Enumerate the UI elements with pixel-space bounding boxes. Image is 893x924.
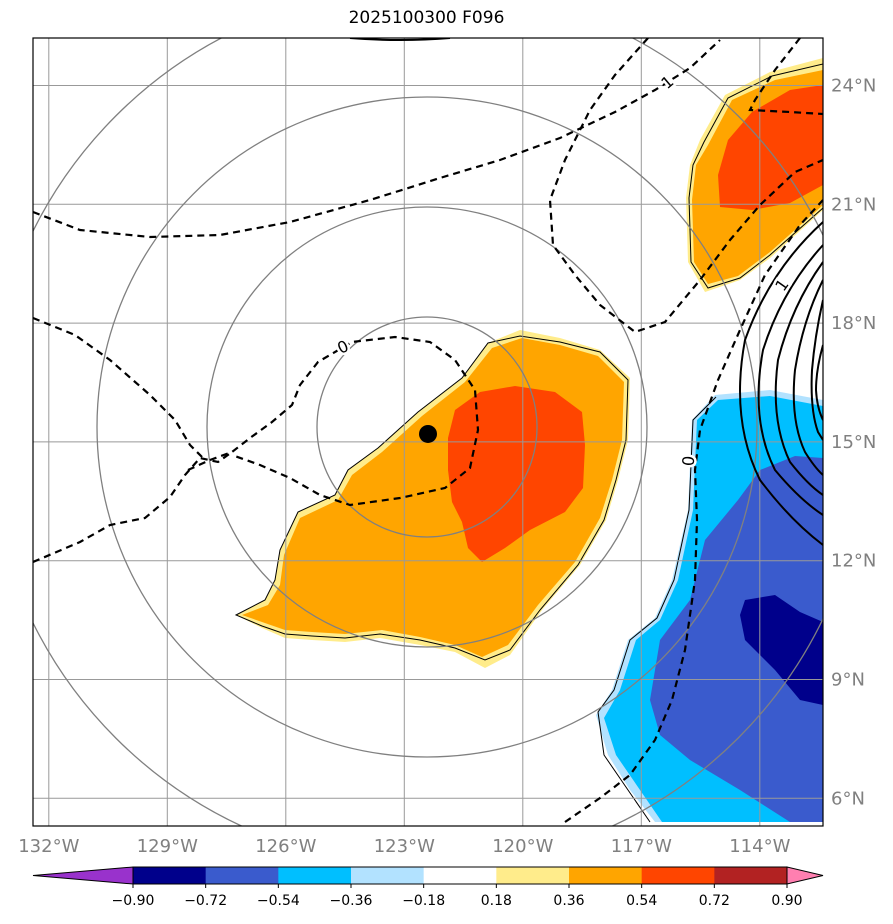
x-tick-label: 117°W: [611, 836, 672, 857]
dashed-contour-northeast: [748, 38, 823, 116]
y-tick-label: 15°N: [831, 432, 876, 453]
colorbar-bin: [641, 867, 715, 884]
colorbar-tick-label: 0.36: [553, 893, 584, 909]
positive-anomaly-west-region: [234, 330, 630, 668]
solid-contour-2: [739, 221, 823, 546]
colorbar-bin: [569, 867, 643, 884]
colorbar-frame: [132, 866, 788, 885]
x-tick-label: 120°W: [492, 836, 553, 857]
solid-contour-1: [349, 38, 451, 41]
x-tick-label: 129°W: [137, 836, 198, 857]
y-tick-label: 9°N: [831, 669, 865, 690]
y-axis-tick-labels: 24°N 21°N 18°N 15°N 12°N 9°N 6°N: [831, 76, 876, 810]
colorbar: [32, 866, 824, 885]
x-tick-label: 126°W: [255, 836, 316, 857]
colorbar-bin: [496, 867, 570, 884]
colorbar-tick-label: 0.72: [699, 893, 730, 909]
solid-contours: [349, 38, 823, 546]
colorbar-extend-low: [32, 866, 134, 885]
y-tick-label: 21°N: [831, 194, 876, 215]
colorbar-tick-label: 0.90: [771, 893, 802, 909]
chart-title: 2025100300 F096: [348, 8, 505, 28]
y-tick-label: 18°N: [831, 313, 876, 334]
dashed-contour-south: [564, 199, 823, 823]
solid-contour-5: [792, 279, 823, 476]
range-ring-3: [96, 96, 758, 758]
colorbar-tick-label: −0.18: [402, 893, 445, 909]
lat-lon-grid: [33, 38, 823, 826]
dashed-contour-north: [33, 39, 721, 239]
plot-frame: [32, 37, 824, 827]
x-tick-label: 114°W: [729, 836, 790, 857]
colorbar-bin: [351, 867, 425, 884]
dashed-contours: [33, 38, 823, 823]
colorbar-tick-label: −0.36: [330, 893, 373, 909]
range-rings: [33, 38, 823, 826]
x-axis-tick-labels: 132°W 129°W 126°W 123°W 120°W 117°W 114°W: [18, 836, 790, 857]
contour-label-0-a: 0: [334, 336, 351, 358]
colorbar-bin: [133, 867, 207, 884]
colorbar-bin: [278, 867, 352, 884]
colorbar-tick-label: 0.18: [481, 893, 512, 909]
zero-contour-closed: [187, 335, 480, 507]
colorbar-tick-label: −0.72: [184, 893, 227, 909]
x-tick-label: 123°W: [374, 836, 435, 857]
y-tick-label: 12°N: [831, 551, 876, 572]
negative-anomaly-east-region: [596, 390, 823, 823]
positive-anomaly-north-region: [686, 58, 823, 292]
dashed-contour-west: [33, 316, 206, 461]
solid-contour-4: [774, 261, 823, 496]
contour-label-1-a: 1: [657, 72, 677, 93]
solid-contour-7: [814, 344, 823, 421]
colorbar-tick-label: −0.90: [112, 893, 155, 909]
dashed-contour-southwest: [33, 451, 233, 564]
contour-label-0-b: 0: [679, 455, 699, 467]
colorbar-tick-label: 0.54: [626, 893, 657, 909]
storm-center-marker: [419, 424, 437, 443]
colorbar-extend-high: [786, 866, 824, 885]
colorbar-bin: [423, 867, 497, 884]
range-ring-1: [316, 316, 538, 538]
colorbar-bin: [205, 867, 279, 884]
solid-contour-3: [757, 244, 823, 516]
x-tick-label: 132°W: [18, 836, 79, 857]
range-ring-2: [206, 206, 648, 648]
solid-contour-6: [810, 299, 823, 441]
colorbar-bin: [714, 867, 788, 884]
y-tick-label: 6°N: [831, 788, 865, 809]
dashed-contour-east: [548, 38, 823, 334]
colorbar-tick-label: −0.54: [257, 893, 300, 909]
colorbar-tick-labels: −0.90 −0.72 −0.54 −0.36 −0.18 0.18 0.36 0.54 0.7…: [112, 884, 803, 909]
y-tick-label: 24°N: [831, 76, 876, 97]
